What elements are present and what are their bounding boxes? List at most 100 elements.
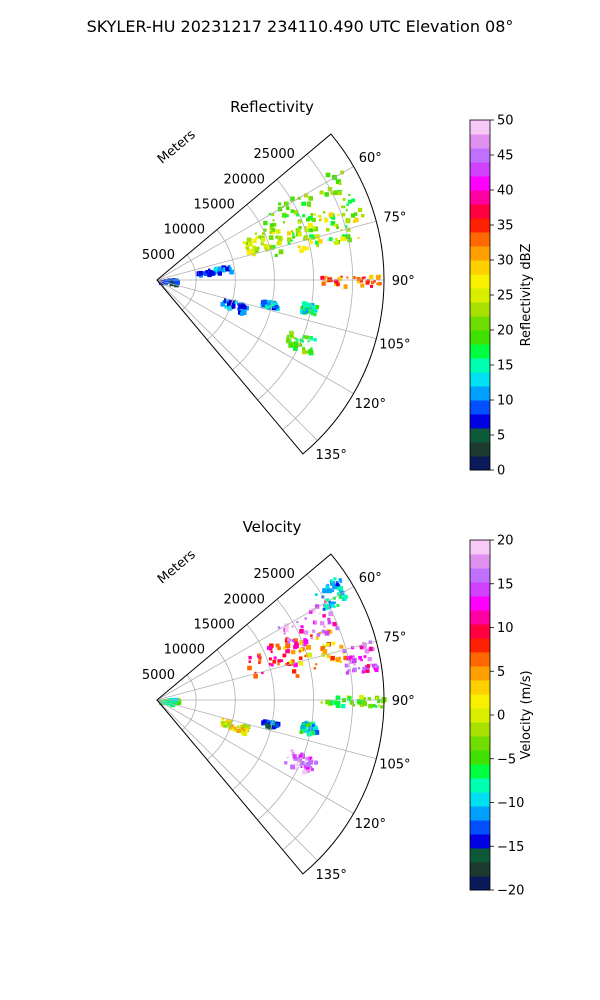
echo-gate (337, 213, 340, 216)
echo-gate (311, 731, 316, 736)
echo-gate (304, 227, 308, 232)
echo-gate (369, 274, 374, 280)
echo-gate (269, 230, 273, 234)
echo-gate (266, 301, 271, 306)
echo-gate (350, 213, 356, 218)
echo-gate (331, 221, 335, 225)
echo-gate (340, 236, 345, 242)
echo-gate (334, 241, 339, 245)
echo-gate (269, 223, 274, 228)
echo-gate (226, 721, 231, 727)
echo-gate (335, 626, 340, 631)
echo-gate (300, 306, 304, 310)
echo-gate (261, 720, 265, 724)
echo-gate (203, 271, 209, 276)
echo-gate (309, 234, 315, 240)
echo-gate (354, 217, 359, 223)
colorbar-tick-label: 15 (497, 359, 514, 374)
echo-gate (324, 218, 329, 222)
colorbar-segment (470, 694, 490, 709)
echo-gate (289, 331, 294, 336)
colorbar: 0 5 10 15 20 25 30 35 40 45 50 Reflectivity dBZ (469, 114, 534, 479)
echo-gate (221, 721, 225, 725)
echo-gate (350, 700, 354, 705)
azimuth-spoke (156, 166, 354, 281)
colorbar-segment (470, 456, 490, 471)
echo-gate (270, 724, 275, 729)
echo-gate (338, 595, 343, 599)
range-tick-label: 5000 (142, 248, 175, 263)
echo-gate (261, 671, 264, 675)
echo-gate (330, 581, 335, 586)
echo-gate (246, 246, 249, 250)
echo-gate (313, 213, 316, 216)
echo-gate (305, 757, 309, 761)
echo-gate (159, 700, 163, 704)
colorbar-tick-label: 0 (497, 709, 505, 724)
echo-gate (176, 700, 182, 705)
echo-gate (291, 625, 294, 628)
echo-gate (310, 347, 313, 350)
panel-title: Velocity (243, 518, 302, 536)
echo-gate (228, 299, 233, 304)
echo-gate (328, 611, 334, 617)
range-tick-label: 25000 (254, 147, 295, 162)
echo-gate (234, 300, 238, 304)
echo-gate (208, 268, 211, 271)
echo-gate (290, 239, 293, 242)
echo-gate (327, 588, 332, 594)
echo-gate (293, 638, 298, 643)
echo-gate (314, 593, 318, 596)
echo-gate (294, 344, 299, 349)
echo-gate (233, 302, 236, 305)
echo-gate (169, 279, 173, 284)
echo-gate (319, 190, 324, 195)
echo-gate (266, 719, 270, 723)
echo-gate (359, 695, 364, 700)
echo-gate (299, 759, 302, 762)
echo-gate (261, 722, 264, 725)
echo-gate (275, 724, 280, 728)
echo-gate (275, 235, 279, 239)
range-ring (282, 153, 354, 431)
echo-gate (174, 278, 179, 283)
echo-gate (340, 205, 344, 209)
colorbar-segment (470, 568, 490, 583)
echo-gate (300, 765, 303, 768)
echo-gate (357, 667, 361, 670)
echo-gate (335, 581, 339, 585)
echo-gate (334, 279, 339, 284)
echo-gate (217, 266, 221, 270)
echo-gate (357, 236, 360, 239)
echo-gate (342, 198, 346, 201)
colorbar-segment (470, 540, 490, 555)
azimuth-spoke (156, 586, 354, 701)
colorbar-segment (470, 330, 490, 345)
echo-gate (299, 640, 305, 645)
colorbar-tick-label: 0 (497, 464, 505, 479)
echo-gate (322, 607, 326, 611)
echo-gate (159, 280, 162, 283)
echo-gate (323, 625, 326, 628)
panel-title: Reflectivity (230, 98, 314, 116)
echo-gate (360, 658, 363, 662)
colorbar-segment (470, 232, 490, 247)
echo-gate (315, 636, 319, 640)
echo-gate (294, 643, 299, 649)
echo-gate (306, 217, 310, 222)
echo-gate (251, 249, 255, 253)
azimuth-tick-label: 105° (379, 338, 410, 353)
echo-gate (320, 701, 323, 704)
echo-gate (335, 583, 339, 587)
echo-gate (342, 648, 347, 653)
echo-gate (263, 719, 267, 723)
echo-field (158, 170, 382, 356)
echo-gate (323, 211, 326, 214)
echo-gate (335, 703, 341, 708)
azimuth-tick-label: 90° (392, 694, 415, 709)
echo-gate (282, 653, 287, 658)
echo-gate (217, 271, 222, 276)
echo-gate (272, 659, 277, 664)
echo-gate (368, 640, 373, 644)
echo-gate (223, 300, 226, 303)
